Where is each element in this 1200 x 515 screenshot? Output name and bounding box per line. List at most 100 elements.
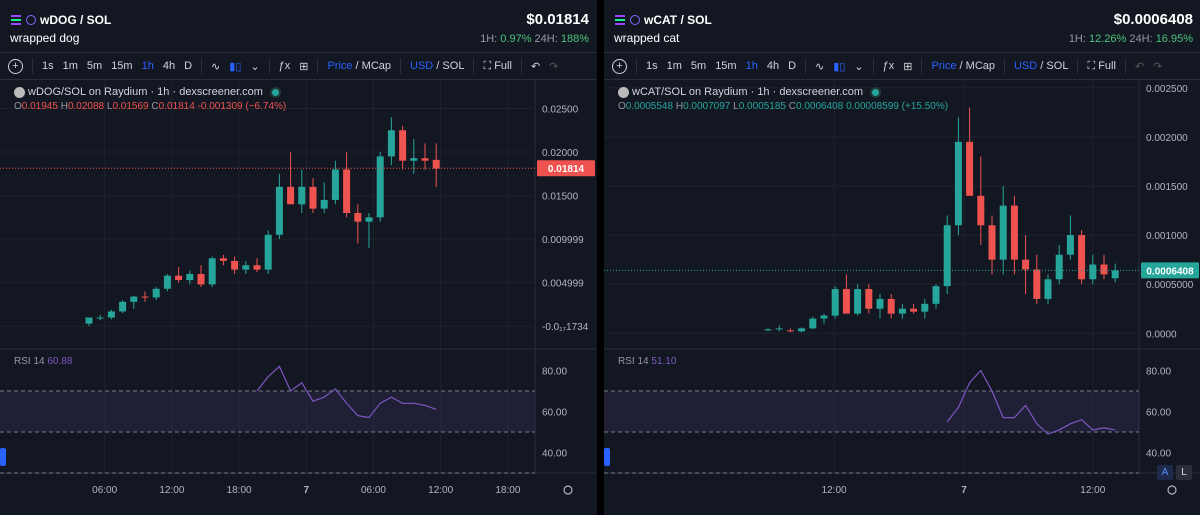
- fullscreen-button[interactable]: ⛶ Full: [1087, 59, 1116, 72]
- add-indicator-icon[interactable]: +: [612, 58, 627, 74]
- change-1h: 12.26%: [1089, 33, 1127, 45]
- candle-body: [1022, 259, 1030, 270]
- price-toggle[interactable]: Price: [327, 60, 353, 72]
- price-mcap-toggle[interactable]: Price / MCap: [327, 60, 392, 72]
- rsi-period: 14: [637, 356, 649, 367]
- redo-icon[interactable]: ↷: [1153, 60, 1163, 73]
- undo-icon[interactable]: ↶: [1134, 60, 1145, 73]
- timeframe-4h[interactable]: 4h: [766, 60, 780, 72]
- divider: [473, 58, 475, 74]
- timeframe-15m[interactable]: 15m: [111, 60, 133, 72]
- x-tick-label: 06:00: [92, 485, 117, 496]
- timeframe-15m[interactable]: 15m: [715, 60, 737, 72]
- divider: [872, 58, 874, 74]
- candle-body: [298, 186, 306, 205]
- fullscreen-button[interactable]: ⛶ Full: [483, 59, 512, 72]
- candle-body: [197, 273, 205, 285]
- y-tick-label: 0.02000: [542, 148, 579, 159]
- timeframe-1s[interactable]: 1s: [646, 60, 658, 72]
- mcap-toggle[interactable]: MCap: [361, 60, 392, 72]
- candle-body: [376, 156, 384, 218]
- candle-body: [242, 265, 250, 270]
- rsi-tick-label: 40.00: [542, 449, 567, 460]
- candlestick-chart[interactable]: 0.02500 0.02000 0.01500 0.009999 0.004999 -0.…: [0, 78, 597, 515]
- line-style-icon[interactable]: ∿: [815, 60, 825, 73]
- add-indicator-icon[interactable]: +: [8, 58, 23, 74]
- candlestick-chart[interactable]: 0.002500 0.002000 0.001500 0.001000 0.000500…: [604, 78, 1200, 515]
- change-value: 0.00008599 (+15.50%): [846, 101, 949, 112]
- currency-toggle[interactable]: USD / SOL: [410, 60, 465, 72]
- timeframe-1m[interactable]: 1m: [62, 60, 78, 72]
- candle-body: [365, 217, 373, 222]
- indicators-icon[interactable]: ƒx: [882, 60, 895, 72]
- rsi-label: RSI: [618, 356, 635, 367]
- candle-body: [141, 296, 149, 298]
- rsi-band: [604, 391, 1139, 432]
- price-toggle[interactable]: Price: [931, 60, 957, 72]
- divider: [1077, 58, 1079, 74]
- chevron-down-icon[interactable]: ⌄: [250, 60, 260, 73]
- line-style-icon[interactable]: ∿: [211, 60, 221, 73]
- chevron-down-icon[interactable]: ⌄: [854, 60, 864, 73]
- usd-toggle[interactable]: USD: [410, 60, 434, 72]
- pair-header: wDOG / SOL wrapped dog $0.01814 1H: 0.97…: [0, 0, 597, 52]
- candle-body: [1066, 235, 1074, 255]
- candle-body: [1089, 264, 1097, 280]
- candle-body: [887, 298, 895, 314]
- timeframe-d[interactable]: D: [788, 60, 797, 72]
- log-scale-button[interactable]: L: [1176, 465, 1192, 480]
- pair-label: wDOG / SOL: [40, 13, 112, 27]
- ohlc-readout: O0.0005548 H0.0007097 L0.0005185 C0.0006…: [618, 101, 948, 112]
- timeframe-5m[interactable]: 5m: [86, 60, 103, 72]
- dex-icon: [630, 15, 640, 25]
- fullscreen-label: Full: [1098, 59, 1116, 72]
- divider: [32, 58, 33, 74]
- candle-body: [399, 130, 407, 161]
- candle-body: [1078, 235, 1086, 280]
- timeframe-1h[interactable]: 1h: [141, 60, 154, 72]
- candle-body: [842, 289, 850, 314]
- pair-title[interactable]: wCAT / SOL: [614, 13, 712, 27]
- candle-style-icon[interactable]: ▮▯: [229, 60, 242, 73]
- low-label: L: [106, 101, 113, 112]
- candle-body: [775, 328, 783, 330]
- price-changes: 1H: 0.97% 24H: 188%: [480, 33, 589, 45]
- indicators-icon[interactable]: ƒx: [278, 60, 291, 72]
- candle-body: [186, 273, 194, 281]
- timeframe-5m[interactable]: 5m: [690, 60, 707, 72]
- layout-grid-icon[interactable]: ⊞: [299, 60, 309, 73]
- auto-scale-button[interactable]: A: [1157, 465, 1173, 480]
- candle-body: [119, 301, 127, 312]
- mcap-toggle[interactable]: MCap: [965, 60, 996, 72]
- candle-body: [320, 199, 328, 209]
- rsi-legend: RSI 14 60.88: [14, 356, 72, 367]
- sol-toggle[interactable]: SOL: [1046, 60, 1069, 72]
- y-tick-label: 0.001500: [1146, 182, 1188, 193]
- timeframe-1s[interactable]: 1s: [42, 60, 54, 72]
- price-changes: 1H: 12.26% 24H: 16.95%: [1069, 33, 1193, 45]
- candle-body: [764, 329, 772, 331]
- candle-body: [820, 315, 828, 319]
- rsi-legend: RSI 14 51.10: [618, 356, 676, 367]
- timeframe-1m[interactable]: 1m: [666, 60, 682, 72]
- currency-toggle[interactable]: USD / SOL: [1014, 60, 1069, 72]
- divider: [201, 58, 203, 74]
- pane-handle-icon: [604, 448, 610, 466]
- chart-toolbar: + 1s 1m 5m 15m 1h 4h D ∿ ▮▯ ⌄ ƒx ⊞ Price…: [0, 52, 597, 80]
- candle-body: [208, 258, 216, 285]
- solana-icon: [11, 15, 21, 25]
- candle-style-icon[interactable]: ▮▯: [833, 60, 846, 73]
- undo-icon[interactable]: ↶: [530, 60, 541, 73]
- timeframe-4h[interactable]: 4h: [162, 60, 176, 72]
- redo-icon[interactable]: ↷: [549, 60, 559, 73]
- close-label: C: [151, 101, 159, 112]
- price-mcap-toggle[interactable]: Price / MCap: [931, 60, 996, 72]
- timeframe-d[interactable]: D: [184, 60, 193, 72]
- layout-grid-icon[interactable]: ⊞: [903, 60, 913, 73]
- usd-toggle[interactable]: USD: [1014, 60, 1038, 72]
- timeframe-1h[interactable]: 1h: [745, 60, 758, 72]
- candle-body: [1033, 269, 1041, 299]
- pair-title[interactable]: wDOG / SOL: [10, 13, 111, 27]
- current-price-label: 0.01814: [548, 164, 585, 175]
- sol-toggle[interactable]: SOL: [442, 60, 465, 72]
